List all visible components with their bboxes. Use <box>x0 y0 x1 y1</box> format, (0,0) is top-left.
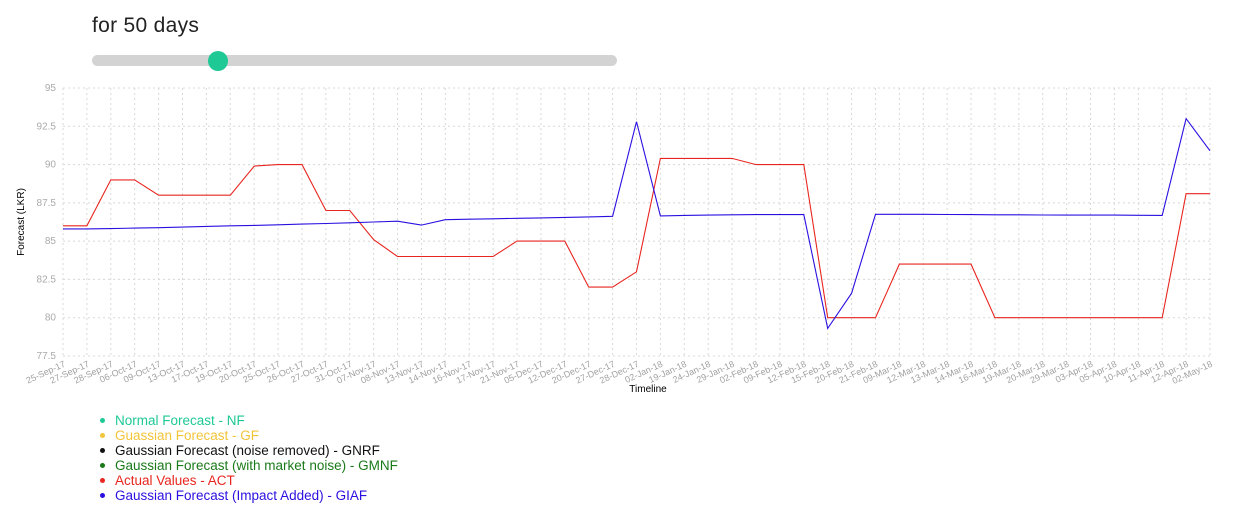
legend-label: Gaussian Forecast (with market noise) - … <box>115 458 398 473</box>
legend-label: Gaussian Forecast (Impact Added) - GIAF <box>115 488 368 503</box>
legend-dot-icon <box>100 493 105 498</box>
legend-item[interactable]: Gaussian Forecast (noise removed) - GNRF <box>100 443 398 458</box>
legend-item[interactable]: Guassian Forecast - GF <box>100 428 398 443</box>
y-tick-label: 95 <box>45 83 57 94</box>
days-slider[interactable] <box>92 51 617 71</box>
legend-label: Gaussian Forecast (noise removed) - GNRF <box>115 443 380 458</box>
chart-legend: Normal Forecast - NF Guassian Forecast - … <box>100 413 398 503</box>
x-axis-label: Timeline <box>629 384 667 395</box>
y-axis-label: Forecast (LKR) <box>16 188 27 256</box>
legend-item[interactable]: Normal Forecast - NF <box>100 413 398 428</box>
y-tick-label: 77.5 <box>37 351 57 362</box>
slider-track[interactable] <box>92 55 617 66</box>
legend-item[interactable]: Gaussian Forecast (with market noise) - … <box>100 458 398 473</box>
legend-dot-icon <box>100 418 105 423</box>
legend-item[interactable]: Actual Values - ACT <box>100 473 398 488</box>
legend-label: Normal Forecast - NF <box>115 413 245 428</box>
legend-dot-icon <box>100 448 105 453</box>
y-tick-label: 85 <box>45 236 57 247</box>
y-tick-label: 87.5 <box>37 198 57 209</box>
slider-handle[interactable] <box>208 51 228 71</box>
legend-item[interactable]: Gaussian Forecast (Impact Added) - GIAF <box>100 488 398 503</box>
legend-label: Actual Values - ACT <box>115 473 235 488</box>
y-tick-label: 92.5 <box>37 121 57 132</box>
legend-dot-icon <box>100 478 105 483</box>
series-line: Actual Values - ACT <box>63 157 1210 319</box>
legend-label: Guassian Forecast - GF <box>115 428 260 443</box>
legend-dot-icon <box>100 433 105 438</box>
y-tick-label: 82.5 <box>37 274 57 285</box>
series-line: Gaussian Forecast (Impact Added) - GIAF <box>63 117 1211 330</box>
y-tick-label: 90 <box>45 160 57 171</box>
legend-dot-icon <box>100 463 105 468</box>
y-tick-label: 80 <box>45 313 57 324</box>
page-title: for 50 days <box>92 14 200 37</box>
